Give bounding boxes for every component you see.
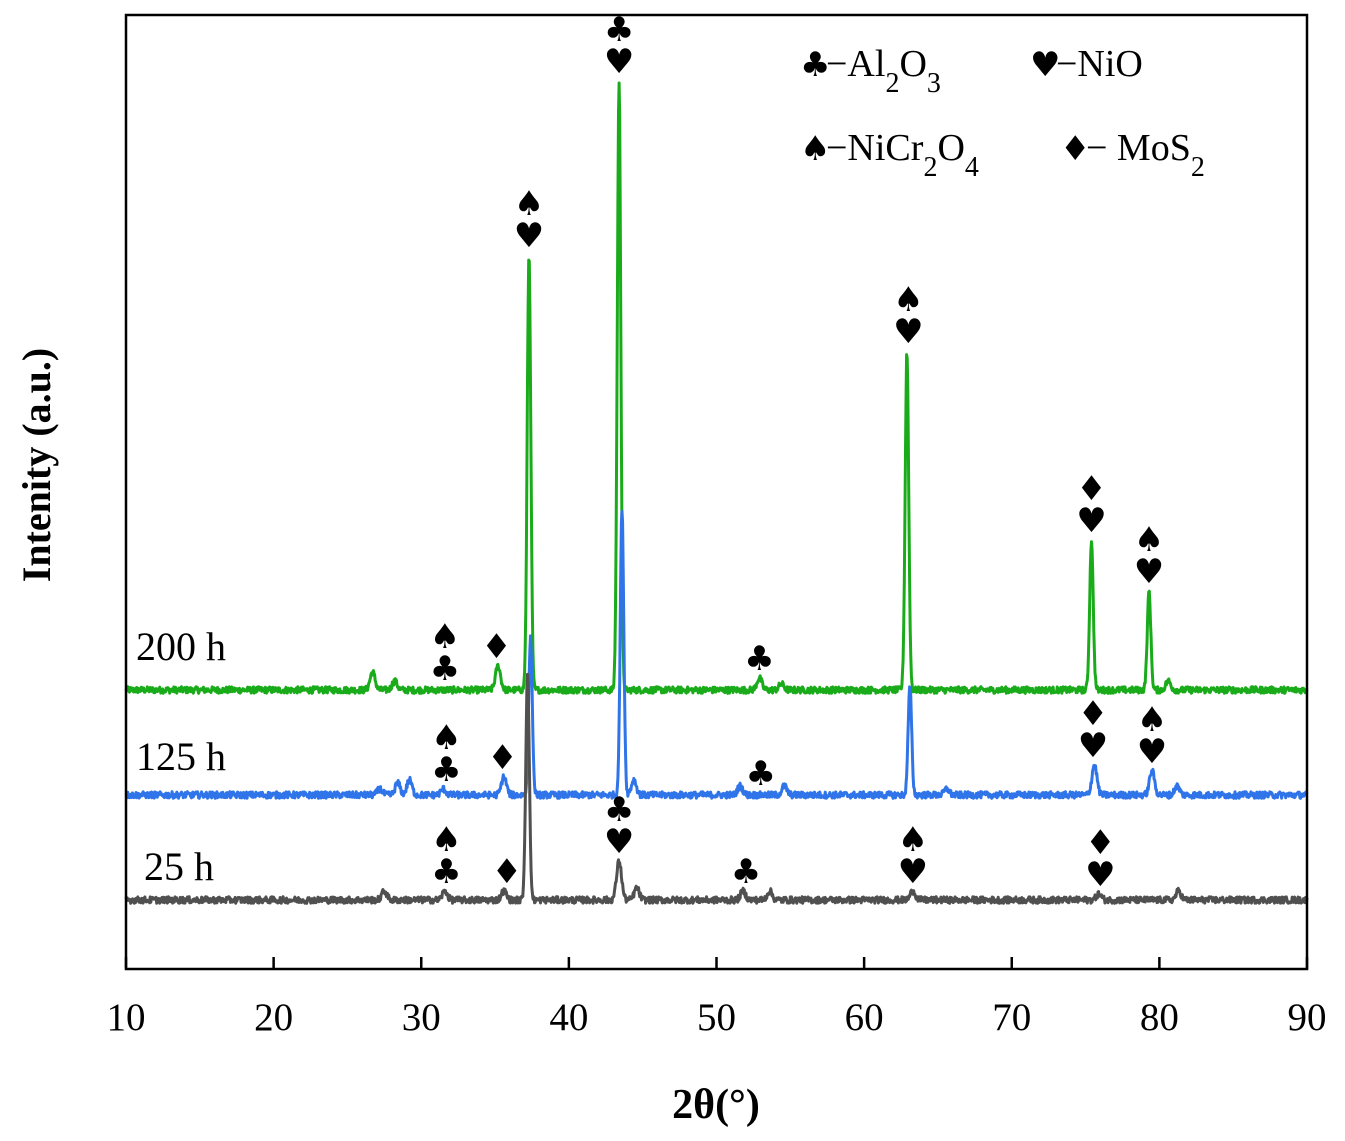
x-tick-label: 40: [549, 996, 588, 1039]
legend-subscript: 3: [927, 68, 941, 99]
peak-marker-icon: ♠: [431, 820, 461, 860]
peak-marker-icon: ♥: [1137, 732, 1167, 772]
series-label: 25 h: [144, 844, 214, 889]
x-tick-label: 70: [992, 996, 1031, 1039]
x-tick-label: 20: [254, 996, 293, 1039]
series-labels: 200 h 125 h 25 h: [136, 624, 226, 889]
y-axis-label: Intenity (a.u.): [14, 348, 59, 582]
peak-marker-icon: ♣: [604, 10, 634, 50]
peak-marker-icon: ♣: [604, 790, 634, 830]
series-layer: [124, 81, 1309, 905]
x-tick-label: 60: [845, 996, 884, 1039]
peak-marker-icon: ♥: [893, 312, 923, 352]
legend-symbol-icon: ♦: [1060, 129, 1090, 169]
legend-symbol-icon: ♣: [800, 45, 830, 85]
peak-marker-icon: ♠: [893, 280, 923, 320]
peak-marker-icon: ♥: [604, 822, 634, 862]
legend-subscript: 2: [923, 152, 937, 183]
series-label: 200 h: [136, 624, 226, 669]
legend-entry-label: −NiCr2O4: [826, 127, 979, 183]
peak-marker-icon: ♦: [492, 852, 522, 892]
legend-symbol-icon: ♥: [1030, 45, 1060, 85]
legend-entry-label: − MoS2: [1086, 127, 1205, 183]
legend-text: − MoS: [1086, 127, 1191, 169]
peak-marker-icon: ♣: [430, 649, 460, 689]
peak-marker-icon: ♦: [1085, 823, 1115, 863]
x-tick-label: 30: [402, 996, 441, 1039]
legend-entry-label: −Al2O3: [826, 43, 941, 99]
legend-subscript: 2: [885, 68, 899, 99]
peak-marker-icon: ♣: [431, 852, 461, 892]
legend: ♣−Al2O3 ♥−NiO♠−NiCr2O4 ♦− MoS2: [800, 43, 1205, 183]
peak-marker-icon: ♣: [744, 639, 774, 679]
legend-subscript: 2: [1191, 152, 1205, 183]
peak-marker-icon: ♣: [431, 750, 461, 790]
peak-marker-icon: ♠: [898, 820, 928, 860]
peak-marker-icon: ♥: [1076, 501, 1106, 541]
x-axis-ticks: 10 20 30 40 50 60 70 80 90: [107, 957, 1327, 1039]
peak-marker-icon: ♦: [481, 627, 511, 667]
peak-marker-icon: ♥: [1134, 552, 1164, 592]
x-tick-label: 10: [107, 996, 146, 1039]
peak-marker-icon: ♥: [898, 852, 928, 892]
peak-marker-icon: ♥: [514, 216, 544, 256]
legend-text: −NiO: [1056, 43, 1143, 85]
legend-text: −Al: [826, 43, 885, 85]
x-tick-label: 90: [1288, 996, 1327, 1039]
series-line-25h: [124, 672, 1309, 905]
legend-text: −NiCr: [826, 127, 924, 169]
legend-text: O: [937, 127, 964, 169]
legend-symbol-icon: ♠: [800, 129, 830, 169]
series-line-200h: [124, 81, 1309, 695]
peak-marker-icon: ♠: [1137, 700, 1167, 740]
x-axis-label: 2θ(°): [672, 1082, 760, 1128]
peak-marker-icon: ♥: [1078, 726, 1108, 766]
peak-marker-icon: ♠: [431, 718, 461, 758]
peak-marker-icon: ♣: [731, 852, 761, 892]
peak-marker-icon: ♥: [604, 42, 634, 82]
peak-marker-icon: ♦: [487, 738, 517, 778]
peak-marker-icon: ♠: [1134, 520, 1164, 560]
peak-marker-icon: ♠: [514, 184, 544, 224]
peak-marker-icon: ♠: [430, 617, 460, 657]
peak-marker-icon: ♦: [1078, 694, 1108, 734]
legend-text: O: [899, 43, 926, 85]
legend-entry-label: −NiO: [1056, 43, 1143, 85]
x-tick-label: 50: [697, 996, 736, 1039]
peak-marker-icon: ♣: [746, 754, 776, 794]
series-line-125h: [125, 509, 1309, 800]
peak-marker-layer: ♠♣♦♠♥♣♥♣♠♥♦♥ ♠♥♠♣ ♦ ♣♦♥♠♥♠♣ ♦♣♥♣♠♥♦♥: [430, 10, 1168, 895]
series-label: 125 h: [136, 734, 226, 779]
legend-subscript: 4: [965, 152, 979, 183]
peak-marker-icon: ♦: [1076, 469, 1106, 509]
x-tick-label: 80: [1140, 996, 1179, 1039]
peak-marker-icon: ♥: [1085, 855, 1115, 895]
